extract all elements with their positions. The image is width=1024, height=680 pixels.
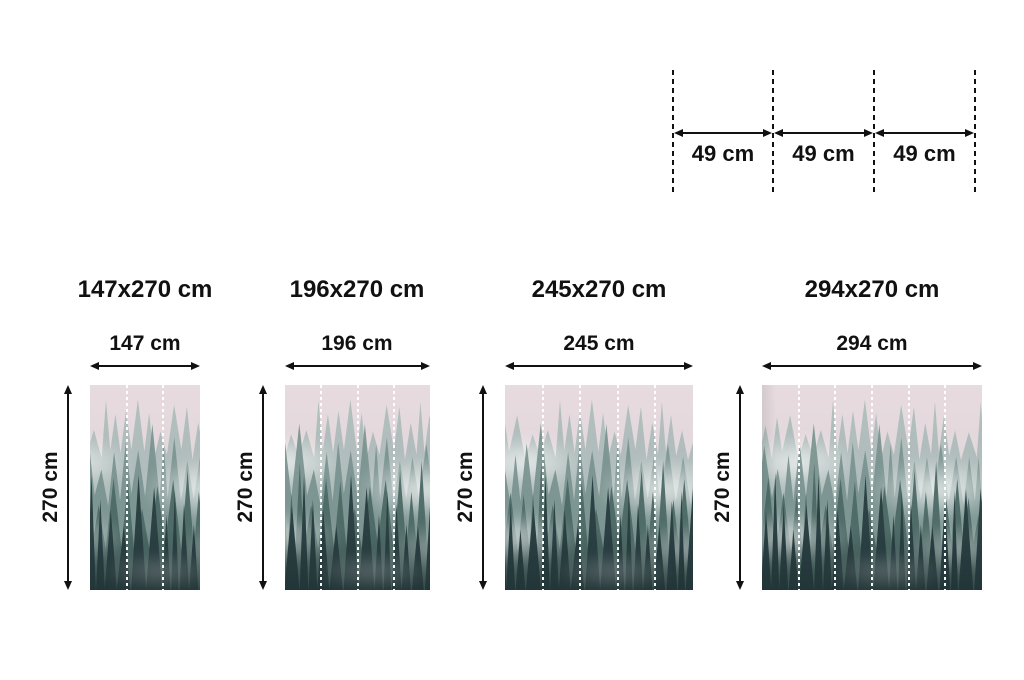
panel-width-label: 49 cm bbox=[691, 141, 755, 166]
wallpaper-preview-image bbox=[762, 385, 982, 590]
size-title: 196x270 cm bbox=[289, 276, 425, 303]
edge-shading bbox=[505, 385, 693, 590]
fog-patch bbox=[529, 545, 693, 590]
size-title: 147x270 cm bbox=[77, 276, 213, 303]
size-title: 245x270 cm bbox=[531, 276, 667, 303]
panel-divider-line bbox=[871, 385, 873, 590]
edge-shading bbox=[90, 385, 200, 590]
width-arrow-icon bbox=[285, 361, 430, 371]
size-option-245x270: 245x270 cm 245 cm 270 cm bbox=[445, 276, 693, 598]
wallpaper-preview-image bbox=[285, 385, 430, 590]
forest-scene bbox=[285, 385, 430, 590]
width-arrow-icon bbox=[674, 128, 772, 138]
panel-divider-line bbox=[392, 385, 395, 590]
width-label: 196 cm bbox=[321, 332, 393, 355]
cut-line-icon bbox=[772, 70, 774, 195]
height-arrow-icon bbox=[63, 385, 73, 590]
width-arrow-icon bbox=[505, 361, 693, 371]
panel-width-cell: 49 cm bbox=[774, 70, 873, 195]
panel-divider-line bbox=[834, 385, 837, 590]
panel-width-label: 49 cm bbox=[893, 141, 956, 166]
width-label: 245 cm bbox=[563, 332, 635, 355]
panel-divider-line bbox=[616, 385, 619, 590]
width-arrow-icon bbox=[90, 361, 200, 371]
size-option-147x270: 147x270 cm 147 cm 270 cm bbox=[30, 276, 212, 598]
fog-patch bbox=[90, 545, 200, 590]
width-arrow-icon bbox=[875, 128, 974, 138]
panel-divider-line bbox=[320, 385, 323, 590]
height-label: 270 cm bbox=[454, 451, 477, 523]
cut-line-icon bbox=[672, 70, 674, 195]
fog-patch bbox=[802, 545, 972, 590]
edge-shading bbox=[90, 385, 200, 590]
size-option-294x270: 294x270 cm 294 cm 270 cm bbox=[702, 276, 982, 598]
fog-patch bbox=[287, 545, 430, 590]
panel-width-label: 49 cm bbox=[792, 141, 855, 166]
cut-line-icon bbox=[873, 70, 875, 195]
panel-width-cell: 49 cm bbox=[674, 70, 772, 195]
size-title: 294x270 cm bbox=[804, 276, 940, 303]
panel-divider-line bbox=[125, 385, 128, 590]
width-label: 294 cm bbox=[836, 332, 908, 355]
wallpaper-preview-image bbox=[505, 385, 693, 590]
height-label: 270 cm bbox=[711, 451, 734, 523]
height-arrow-icon bbox=[478, 385, 488, 590]
panel-divider-line bbox=[907, 385, 910, 590]
panel-width-cell: 49 cm bbox=[875, 70, 974, 195]
panel-width-diagram: 49 cm 49 cm 49 cm bbox=[672, 70, 976, 195]
panel-divider-line bbox=[654, 385, 657, 590]
panel-divider-line bbox=[162, 385, 165, 590]
height-label: 270 cm bbox=[234, 451, 257, 523]
forest-scene bbox=[505, 385, 693, 590]
width-arrow-icon bbox=[774, 128, 873, 138]
wallpaper-preview-image bbox=[90, 385, 200, 590]
panel-divider-line bbox=[944, 385, 947, 590]
width-arrow-icon bbox=[762, 361, 982, 371]
height-arrow-icon bbox=[258, 385, 268, 590]
height-arrow-icon bbox=[735, 385, 745, 590]
panel-divider-line bbox=[541, 385, 544, 590]
height-label: 270 cm bbox=[39, 451, 62, 523]
panel-divider-line bbox=[579, 385, 582, 590]
width-label: 147 cm bbox=[109, 332, 181, 355]
cut-line-icon bbox=[974, 70, 976, 195]
forest-scene bbox=[90, 385, 200, 590]
size-option-196x270: 196x270 cm 196 cm 270 cm bbox=[225, 276, 430, 598]
panel-divider-line bbox=[356, 385, 359, 590]
panel-divider-line bbox=[797, 385, 800, 590]
edge-shading bbox=[505, 385, 693, 590]
